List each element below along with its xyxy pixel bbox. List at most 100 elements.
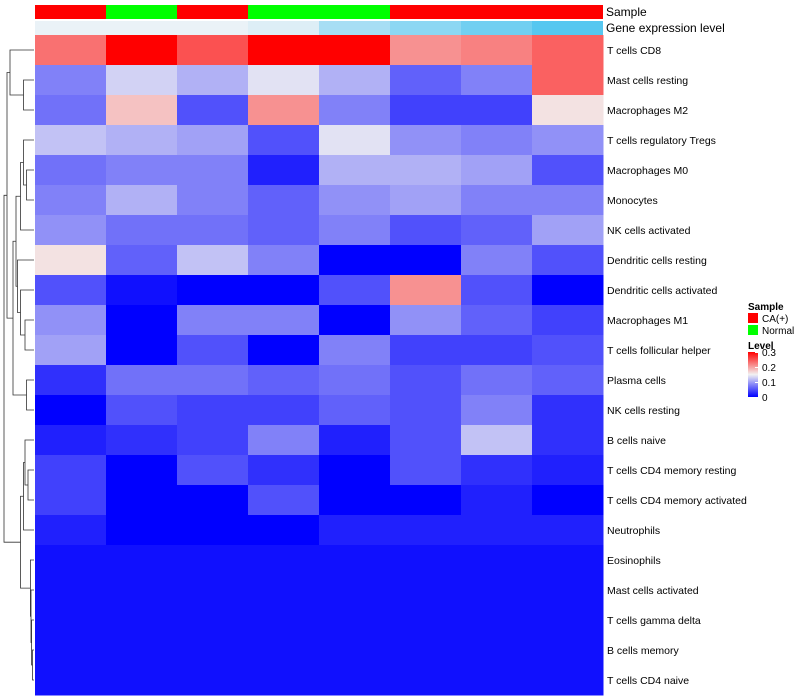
heatmap-cell bbox=[177, 485, 249, 516]
heatmap-cell bbox=[390, 575, 462, 606]
heatmap-cell bbox=[248, 425, 320, 456]
dendrogram-branch bbox=[32, 649, 34, 681]
heatmap-cell bbox=[461, 455, 533, 486]
heatmap-cell bbox=[248, 395, 320, 426]
heatmap-cell bbox=[390, 425, 462, 456]
heatmap-cell bbox=[248, 35, 320, 66]
heatmap-cell bbox=[532, 305, 604, 336]
heatmap-cell bbox=[177, 605, 249, 636]
heatmap-cell bbox=[35, 335, 107, 366]
row-label: T cells follicular helper bbox=[607, 345, 711, 357]
heatmap-cell bbox=[532, 155, 604, 186]
heatmap-cell bbox=[319, 245, 391, 276]
heatmap-cell bbox=[319, 335, 391, 366]
sample-annotation-cell bbox=[248, 5, 319, 19]
heatmap-cell bbox=[35, 545, 107, 576]
heatmap-cell bbox=[177, 635, 249, 666]
expression-annotation-cell bbox=[177, 21, 248, 35]
dendrogram-branch bbox=[3, 194, 21, 543]
level-legend-title: Level bbox=[748, 341, 774, 352]
heatmap-cell bbox=[532, 575, 604, 606]
dendrogram-branch bbox=[20, 289, 34, 336]
heatmap-cell bbox=[106, 185, 178, 216]
heatmap-cell bbox=[461, 65, 533, 96]
heatmap-cell bbox=[248, 545, 320, 576]
sample-legend-swatch bbox=[748, 325, 758, 335]
row-label: B cells naive bbox=[607, 435, 666, 447]
row-label: Eosinophils bbox=[607, 555, 661, 567]
heatmap-cell bbox=[532, 185, 604, 216]
heatmap-cell bbox=[319, 275, 391, 306]
heatmap-cell bbox=[248, 365, 320, 396]
heatmap-cell bbox=[319, 425, 391, 456]
heatmap-cell bbox=[177, 335, 249, 366]
heatmap-cell bbox=[390, 485, 462, 516]
heatmap-cell bbox=[35, 365, 107, 396]
heatmap-cell bbox=[319, 365, 391, 396]
row-label: T cells CD8 bbox=[607, 45, 661, 57]
heatmap-cell bbox=[248, 305, 320, 336]
heatmap-cell bbox=[35, 305, 107, 336]
heatmap-cell bbox=[532, 35, 604, 66]
heatmap-cell bbox=[532, 125, 604, 156]
heatmap-cell bbox=[532, 395, 604, 426]
dendrogram-branch bbox=[27, 469, 34, 501]
heatmap-cell bbox=[177, 395, 249, 426]
heatmap-cell bbox=[177, 365, 249, 396]
heatmap-cell bbox=[319, 185, 391, 216]
heatmap-cell bbox=[461, 305, 533, 336]
heatmap-cell bbox=[177, 545, 249, 576]
level-tick-label: 0.2 bbox=[762, 363, 776, 374]
sample-legend-label: Normal bbox=[762, 326, 794, 337]
heatmap-cell bbox=[319, 665, 391, 696]
expression-annotation-cell bbox=[35, 21, 106, 35]
heatmap-cell bbox=[248, 575, 320, 606]
heatmap-cell bbox=[248, 155, 320, 186]
heatmap-cell bbox=[248, 215, 320, 246]
sample-legend-swatch bbox=[748, 313, 758, 323]
heatmap-cell bbox=[532, 365, 604, 396]
heatmap-cell bbox=[248, 455, 320, 486]
sample-annotation-cell bbox=[106, 5, 177, 19]
heatmap-cell bbox=[106, 335, 178, 366]
heatmap-cell bbox=[461, 605, 533, 636]
heatmap-cell bbox=[461, 665, 533, 696]
heatmap-cell bbox=[177, 65, 249, 96]
dendrogram-branch bbox=[23, 79, 34, 111]
heatmap-cell bbox=[319, 455, 391, 486]
heatmap-cell bbox=[177, 35, 249, 66]
heatmap-cell bbox=[106, 425, 178, 456]
heatmap-cell bbox=[461, 545, 533, 576]
expression-annotation-cell bbox=[390, 21, 461, 35]
heatmap-cell bbox=[106, 65, 178, 96]
heatmap-cell bbox=[106, 305, 178, 336]
heatmap-cell bbox=[390, 155, 462, 186]
heatmap-cell bbox=[319, 125, 391, 156]
heatmap-cell bbox=[319, 605, 391, 636]
heatmap-cell bbox=[106, 545, 178, 576]
heatmap-cell bbox=[532, 275, 604, 306]
heatmap-cell bbox=[390, 515, 462, 546]
heatmap-cell bbox=[390, 455, 462, 486]
heatmap-cell bbox=[106, 95, 178, 126]
heatmap-cell bbox=[390, 545, 462, 576]
level-tick-label: 0.1 bbox=[762, 378, 776, 389]
heatmap-cell bbox=[106, 155, 178, 186]
heatmap-cell bbox=[390, 185, 462, 216]
sample-annotation-cell bbox=[390, 5, 461, 19]
heatmap-cell bbox=[177, 575, 249, 606]
heatmap-cell bbox=[177, 125, 249, 156]
heatmap-cell bbox=[532, 635, 604, 666]
row-label: T cells CD4 naive bbox=[607, 675, 689, 687]
heatmap-cell bbox=[390, 215, 462, 246]
row-label: Macrophages M0 bbox=[607, 165, 688, 177]
heatmap-cell bbox=[461, 95, 533, 126]
annotation-bars: Sample Gene expression level bbox=[35, 5, 725, 35]
heatmap-cell bbox=[390, 305, 462, 336]
heatmap-cell bbox=[532, 605, 604, 636]
heatmap-cell bbox=[461, 155, 533, 186]
expression-annotation-cell bbox=[248, 21, 319, 35]
heatmap-cell bbox=[319, 515, 391, 546]
heatmap-cell bbox=[532, 215, 604, 246]
